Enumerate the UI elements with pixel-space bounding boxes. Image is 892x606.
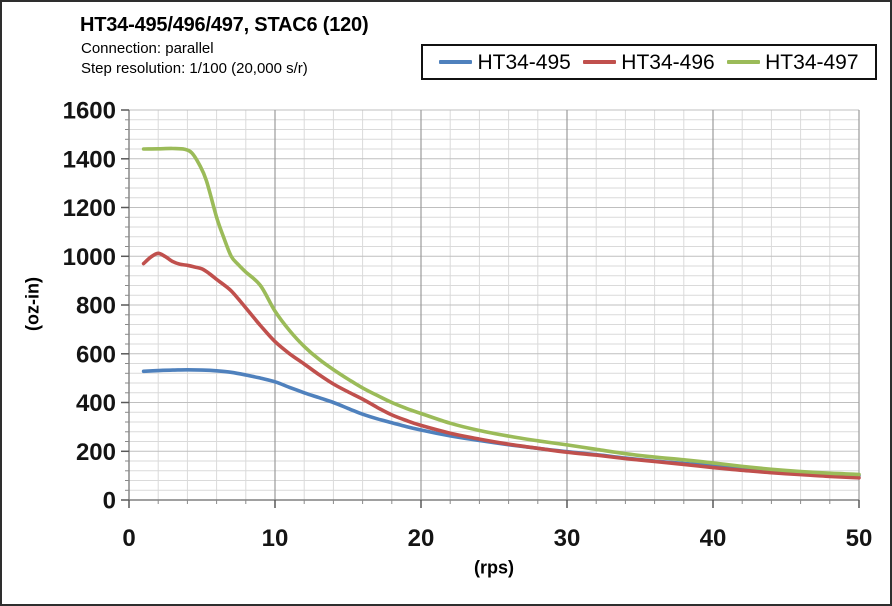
series-HT34-496 <box>141 251 861 480</box>
chart-subtitle-step-resolution: Step resolution: 1/100 (20,000 s/r) <box>81 60 308 77</box>
legend-label: HT34-496 <box>621 50 715 74</box>
legend-line-swatch <box>583 60 617 64</box>
legend-item-HT34-496: HT34-496 <box>583 50 715 74</box>
legend-line-swatch <box>727 60 761 64</box>
svg-text:30: 30 <box>554 525 581 552</box>
legend-item-HT34-495: HT34-495 <box>439 50 571 74</box>
svg-text:20: 20 <box>408 525 435 552</box>
legend-item-HT34-497: HT34-497 <box>727 50 859 74</box>
legend-label: HT34-495 <box>477 50 571 74</box>
svg-text:600: 600 <box>76 341 116 368</box>
svg-text:400: 400 <box>76 390 116 417</box>
chart-title: HT34-495/496/497, STAC6 (120) <box>80 14 369 36</box>
svg-text:0: 0 <box>122 525 135 552</box>
svg-text:50: 50 <box>846 525 873 552</box>
series-HT34-497 <box>141 146 861 477</box>
legend-line-swatch <box>439 60 473 64</box>
chart-subtitle-connection: Connection: parallel <box>81 40 214 57</box>
svg-text:1000: 1000 <box>63 244 116 271</box>
svg-text:1200: 1200 <box>63 195 116 222</box>
series-curves <box>141 146 861 480</box>
svg-text:800: 800 <box>76 293 116 320</box>
svg-text:200: 200 <box>76 439 116 466</box>
chart-legend: HT34-495 HT34-496 HT34-497 <box>421 44 877 80</box>
x-axis-title: (rps) <box>474 557 514 578</box>
svg-text:40: 40 <box>700 525 727 552</box>
grid-minor <box>129 110 859 500</box>
svg-text:1400: 1400 <box>63 146 116 173</box>
svg-text:0: 0 <box>103 488 116 515</box>
series-HT34-495 <box>141 368 861 478</box>
legend-label: HT34-497 <box>765 50 859 74</box>
svg-text:10: 10 <box>262 525 289 552</box>
svg-text:1600: 1600 <box>63 98 116 125</box>
grid-major <box>129 109 860 500</box>
axis-tick-labels: 0 200 400 600 800 1000 1200 1400 1600 0 10 20 30 40 50 <box>63 98 873 553</box>
axis-ticks <box>121 109 860 508</box>
y-axis-title: (oz-in) <box>22 277 43 331</box>
